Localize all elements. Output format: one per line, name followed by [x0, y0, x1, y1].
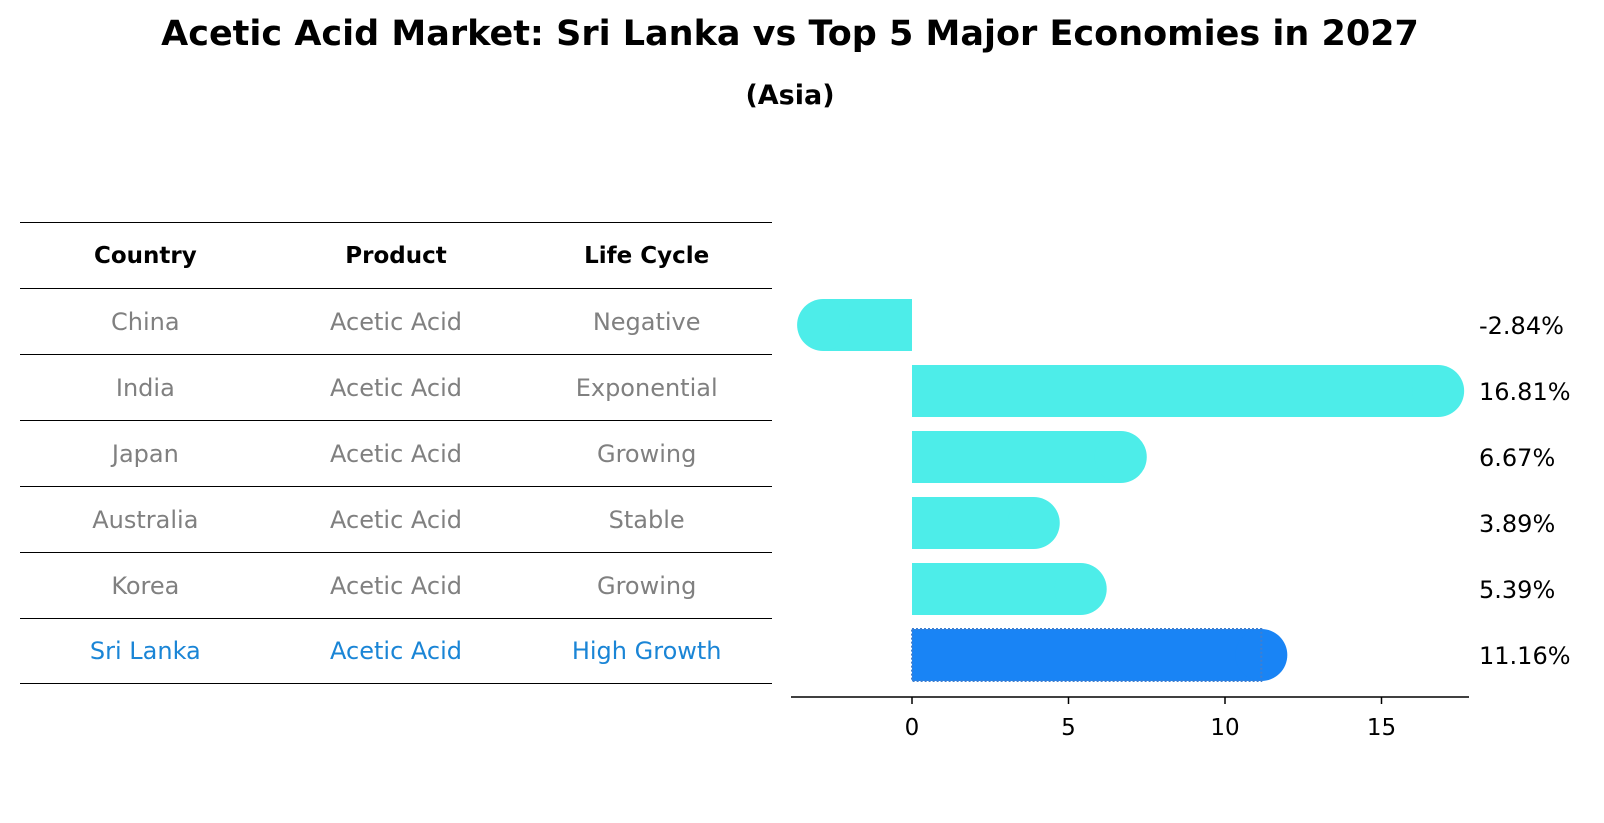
bar: [912, 563, 1081, 615]
bar-cap: [1054, 563, 1107, 615]
x-tick-label: 5: [1061, 715, 1076, 741]
table-header-row: Country Product Life Cycle: [20, 222, 772, 288]
data-label: 6.67%: [1479, 444, 1555, 472]
data-label: 16.81%: [1479, 378, 1571, 406]
country-cell: Korea: [111, 571, 180, 600]
table-row: Australia Acetic Acid Stable: [20, 486, 772, 552]
bar: [912, 629, 1262, 681]
product-cell: Acetic Acid: [330, 505, 462, 534]
data-label: 11.16%: [1479, 642, 1571, 670]
life-cycle-cell: Negative: [592, 307, 701, 336]
x-tick-label: 10: [1210, 715, 1239, 741]
country-cell: India: [115, 373, 175, 402]
table-row: India Acetic Acid Exponential: [20, 354, 772, 420]
data-label: -2.84%: [1479, 312, 1564, 340]
table-row-highlighted: Sri Lanka Acetic Acid High Growth: [20, 618, 772, 684]
bar-cap: [1412, 365, 1465, 417]
bar-cap: [1094, 431, 1147, 483]
country-cell: China: [111, 307, 180, 336]
life-cycle-cell: Exponential: [575, 373, 718, 402]
country-cell: Australia: [92, 505, 199, 534]
header-life-cycle: Life Cycle: [584, 242, 710, 269]
product-cell: Acetic Acid: [330, 307, 462, 336]
table-row: China Acetic Acid Negative: [20, 288, 772, 354]
table-row: Japan Acetic Acid Growing: [20, 420, 772, 486]
product-cell: Acetic Acid: [330, 439, 462, 468]
life-cycle-cell: Growing: [596, 439, 697, 468]
table-row: Korea Acetic Acid Growing: [20, 552, 772, 618]
product-cell: Acetic Acid: [330, 571, 462, 600]
chart-subtitle: (Asia): [745, 80, 835, 111]
chart-title: Acetic Acid Market: Sri Lanka vs Top 5 M…: [161, 14, 1419, 54]
product-cell: Acetic Acid: [330, 637, 462, 665]
data-label: 3.89%: [1479, 510, 1555, 538]
bar: [912, 365, 1439, 417]
life-cycle-cell: High Growth: [571, 637, 722, 665]
data-label: 5.39%: [1479, 576, 1555, 604]
life-cycle-cell: Growing: [596, 571, 697, 600]
header-product: Product: [345, 242, 447, 269]
country-cell: Sri Lanka: [89, 637, 201, 665]
bar-cap: [797, 299, 850, 351]
product-cell: Acetic Acid: [330, 373, 462, 402]
bar: [912, 431, 1121, 483]
x-tick-label: 15: [1367, 715, 1396, 741]
header-country: Country: [93, 242, 197, 269]
bar-cap: [1235, 629, 1288, 681]
bar-highlight-outline: [911, 628, 1263, 682]
life-cycle-cell: Stable: [608, 505, 685, 534]
bar-cap: [1007, 497, 1060, 549]
market-table: Country Product Life Cycle China Acetic …: [20, 222, 772, 684]
country-cell: Japan: [111, 439, 179, 468]
x-tick-label: 0: [905, 715, 920, 741]
